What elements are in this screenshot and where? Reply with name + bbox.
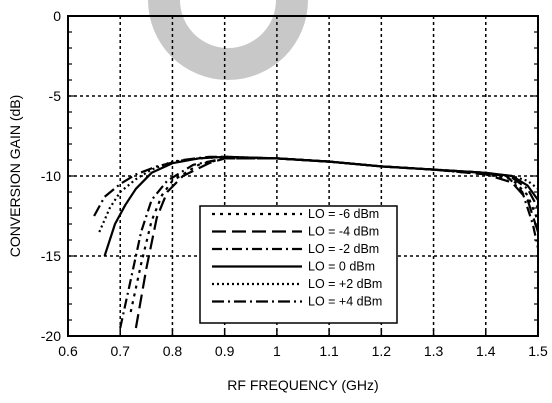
legend-label: LO = +4 dBm — [308, 295, 382, 309]
y-tick-label: -15 — [41, 248, 61, 264]
x-tick-label: 0.7 — [110, 343, 130, 359]
x-tick-label: 1.5 — [528, 343, 548, 359]
x-axis-label: RF FREQUENCY (GHz) — [227, 377, 378, 393]
series-line — [93, 155, 538, 217]
y-tick-label: 0 — [53, 8, 61, 24]
y-tick-label: -10 — [41, 168, 61, 184]
x-tick-label: 0.9 — [215, 343, 235, 359]
x-tick-label: 1 — [273, 343, 281, 359]
series-lines — [93, 155, 538, 329]
x-tick-label: 1.1 — [319, 343, 339, 359]
legend-label: LO = -2 dBm — [308, 242, 379, 256]
x-tick-label: 1.2 — [372, 343, 392, 359]
watermark-arc — [148, 0, 308, 80]
y-axis-label: CONVERSION GAIN (dB) — [7, 95, 23, 258]
legend-box — [199, 205, 398, 324]
series-line — [119, 157, 538, 329]
legend: LO = -6 dBm LO = -4 dBm LO = -2 dBm LO = 0 … — [199, 205, 398, 324]
x-tick-label: 1.3 — [424, 343, 444, 359]
x-tick-label: 1.4 — [476, 343, 496, 359]
series-line — [98, 155, 538, 233]
legend-label: LO = -6 dBm — [308, 207, 379, 221]
x-tick-label: 0.8 — [163, 343, 183, 359]
legend-label: LO = -4 dBm — [308, 225, 379, 239]
y-tick-label: -5 — [49, 88, 62, 104]
legend-label: LO = 0 dBm — [308, 260, 375, 274]
axis-ticks: 0.6 0.7 0.8 0.9 1 1.1 1.2 1.3 1.4 1.5 0 -5 -10 -15 -20 — [41, 8, 548, 359]
legend-label: LO = +2 dBm — [308, 277, 382, 291]
y-tick-label: -20 — [41, 328, 61, 344]
x-tick-label: 0.6 — [58, 343, 78, 359]
